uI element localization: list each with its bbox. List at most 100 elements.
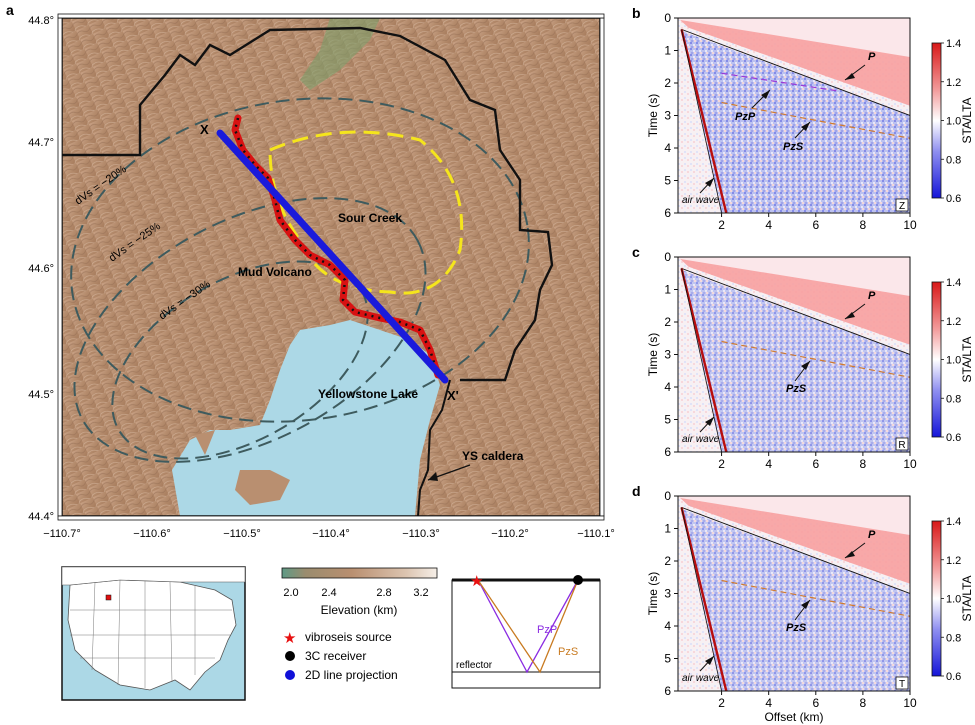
cb-tick-label: 1.2 [946, 555, 961, 567]
label-pzs: PzS [786, 622, 807, 634]
sta-lta-colorbar [931, 520, 942, 677]
pzs-moveout [721, 101, 910, 139]
arrowhead-pzs [801, 600, 810, 609]
cb-tick-label: 1.4 [946, 516, 961, 528]
arrowhead-pzs [801, 122, 810, 131]
label-yellowstone-lake: Yellowstone Lake [318, 387, 418, 401]
legend-label-source: vibroseis source [305, 630, 392, 644]
x-tick-label: 4 [765, 696, 772, 710]
component-label: R [898, 440, 905, 451]
cb-tick-label: 1.4 [946, 38, 961, 50]
lat-tick: 44.8° [28, 15, 54, 27]
arrowhead-p [845, 73, 855, 80]
pre-arrival [678, 496, 910, 535]
label-air-wave: air wave [682, 434, 720, 445]
arrowhead-pzs [801, 361, 810, 370]
elev-tick: 3.2 [413, 587, 428, 599]
elev-tick: 2.0 [283, 587, 298, 599]
sta-lta-colorbar [931, 42, 942, 199]
pre-arrival [678, 18, 910, 57]
caldera-boundary [62, 26, 554, 382]
label-p: P [868, 529, 876, 541]
lat-tick: 44.7° [28, 137, 54, 149]
legend-star-icon: ★ [283, 630, 296, 647]
cb-tick-label: 1.0 [946, 594, 961, 606]
arrowhead-air [705, 178, 714, 187]
usa-inset [61, 566, 246, 701]
y-tick-label: 3 [664, 587, 671, 601]
elev-title: Elevation (km) [321, 603, 398, 617]
lat-tick: 44.5° [28, 389, 54, 401]
line-projection [216, 129, 449, 384]
cb-tick-label: 1.2 [946, 316, 961, 328]
air-wave-edge [681, 507, 722, 691]
panel-label-c: c [632, 244, 640, 260]
lon-tick: −110.2° [491, 528, 529, 540]
schematic-receiver-icon [573, 575, 583, 585]
y-tick-label: 0 [664, 11, 671, 25]
green-valley [300, 18, 380, 90]
y-tick-label: 4 [664, 380, 671, 394]
x-tick-label: 4 [765, 218, 772, 232]
y-tick-label: 6 [664, 445, 671, 459]
pzs-moveout [721, 340, 910, 378]
label-pzs: PzS [783, 141, 804, 153]
sta-lta-colorbar [931, 281, 942, 438]
canada-landmass [61, 566, 246, 586]
cb-tick-label: 1.0 [946, 355, 961, 367]
pzp-ray [477, 579, 579, 674]
y-tick-label: 6 [664, 684, 671, 698]
y-tick-label: 4 [664, 141, 671, 155]
x-tick-label: 2 [718, 696, 725, 710]
cb-tick-label: 1.0 [946, 116, 961, 128]
caldera-boundary-south [417, 379, 451, 516]
y-tick-label: 1 [664, 44, 671, 58]
first-arrival-line [681, 267, 910, 355]
y-axis-label: Time (s) [646, 94, 660, 138]
y-tick-label: 1 [664, 283, 671, 297]
elev-tick: 2.4 [321, 587, 336, 599]
elev-tick: 2.8 [376, 587, 391, 599]
label-pzp: PzP [735, 111, 756, 123]
yellowstone-location-marker [105, 594, 112, 601]
lake-peninsula [195, 430, 215, 455]
x-tick-label: 10 [903, 457, 917, 471]
schematic-reflector-label: reflector [456, 660, 493, 671]
label-mud-volcano: Mud Volcano [238, 265, 312, 279]
cb-tick-label: 0.8 [946, 154, 961, 166]
y-tick-label: 2 [664, 315, 671, 329]
lon-tick: −110.6° [133, 528, 171, 540]
component-label: Z [899, 201, 905, 212]
air-wave-edge [681, 268, 722, 452]
y-tick-label: 5 [664, 413, 671, 427]
x-tick-label: 2 [718, 218, 725, 232]
x-tick-label: 10 [903, 218, 917, 232]
label-x-end: X' [447, 388, 459, 403]
panel-label-a: a [6, 2, 14, 18]
lon-tick: −110.4° [312, 528, 350, 540]
signal-wedge [681, 270, 910, 452]
y-tick-label: 2 [664, 76, 671, 90]
seismic-panel-r: c 0 1 2 3 4 5 6 Time (s) 2 4 6 8 10 P PzS air wave R 1.4 1.… [632, 244, 974, 471]
x-tick-label: 6 [812, 457, 819, 471]
y-tick-label: 0 [664, 489, 671, 503]
cb-tick-label: 1.2 [946, 77, 961, 89]
state-lines [70, 579, 232, 688]
y-tick-label: 5 [664, 652, 671, 666]
y-tick-label: 4 [664, 619, 671, 633]
cb-tick-label: 0.6 [946, 193, 961, 205]
y-tick-label: 1 [664, 522, 671, 536]
lon-axis: −110.7° −110.6° −110.5° −110.4° −110.3° … [43, 528, 615, 540]
x-tick-label: 2 [718, 457, 725, 471]
x-tick-label: 6 [812, 696, 819, 710]
y-tick-label: 0 [664, 250, 671, 264]
schematic-pzp-label: PzP [537, 624, 557, 636]
legend: ★ vibroseis source 3C receiver 2D line p… [283, 630, 398, 682]
cb-label: STA/LTA [960, 97, 974, 143]
y-tick-label: 3 [664, 109, 671, 123]
arrowhead-p [845, 551, 855, 558]
component-box [895, 676, 909, 690]
label-p: P [868, 51, 876, 63]
lon-tick: −110.3° [402, 528, 440, 540]
cb-tick-label: 0.8 [946, 393, 961, 405]
